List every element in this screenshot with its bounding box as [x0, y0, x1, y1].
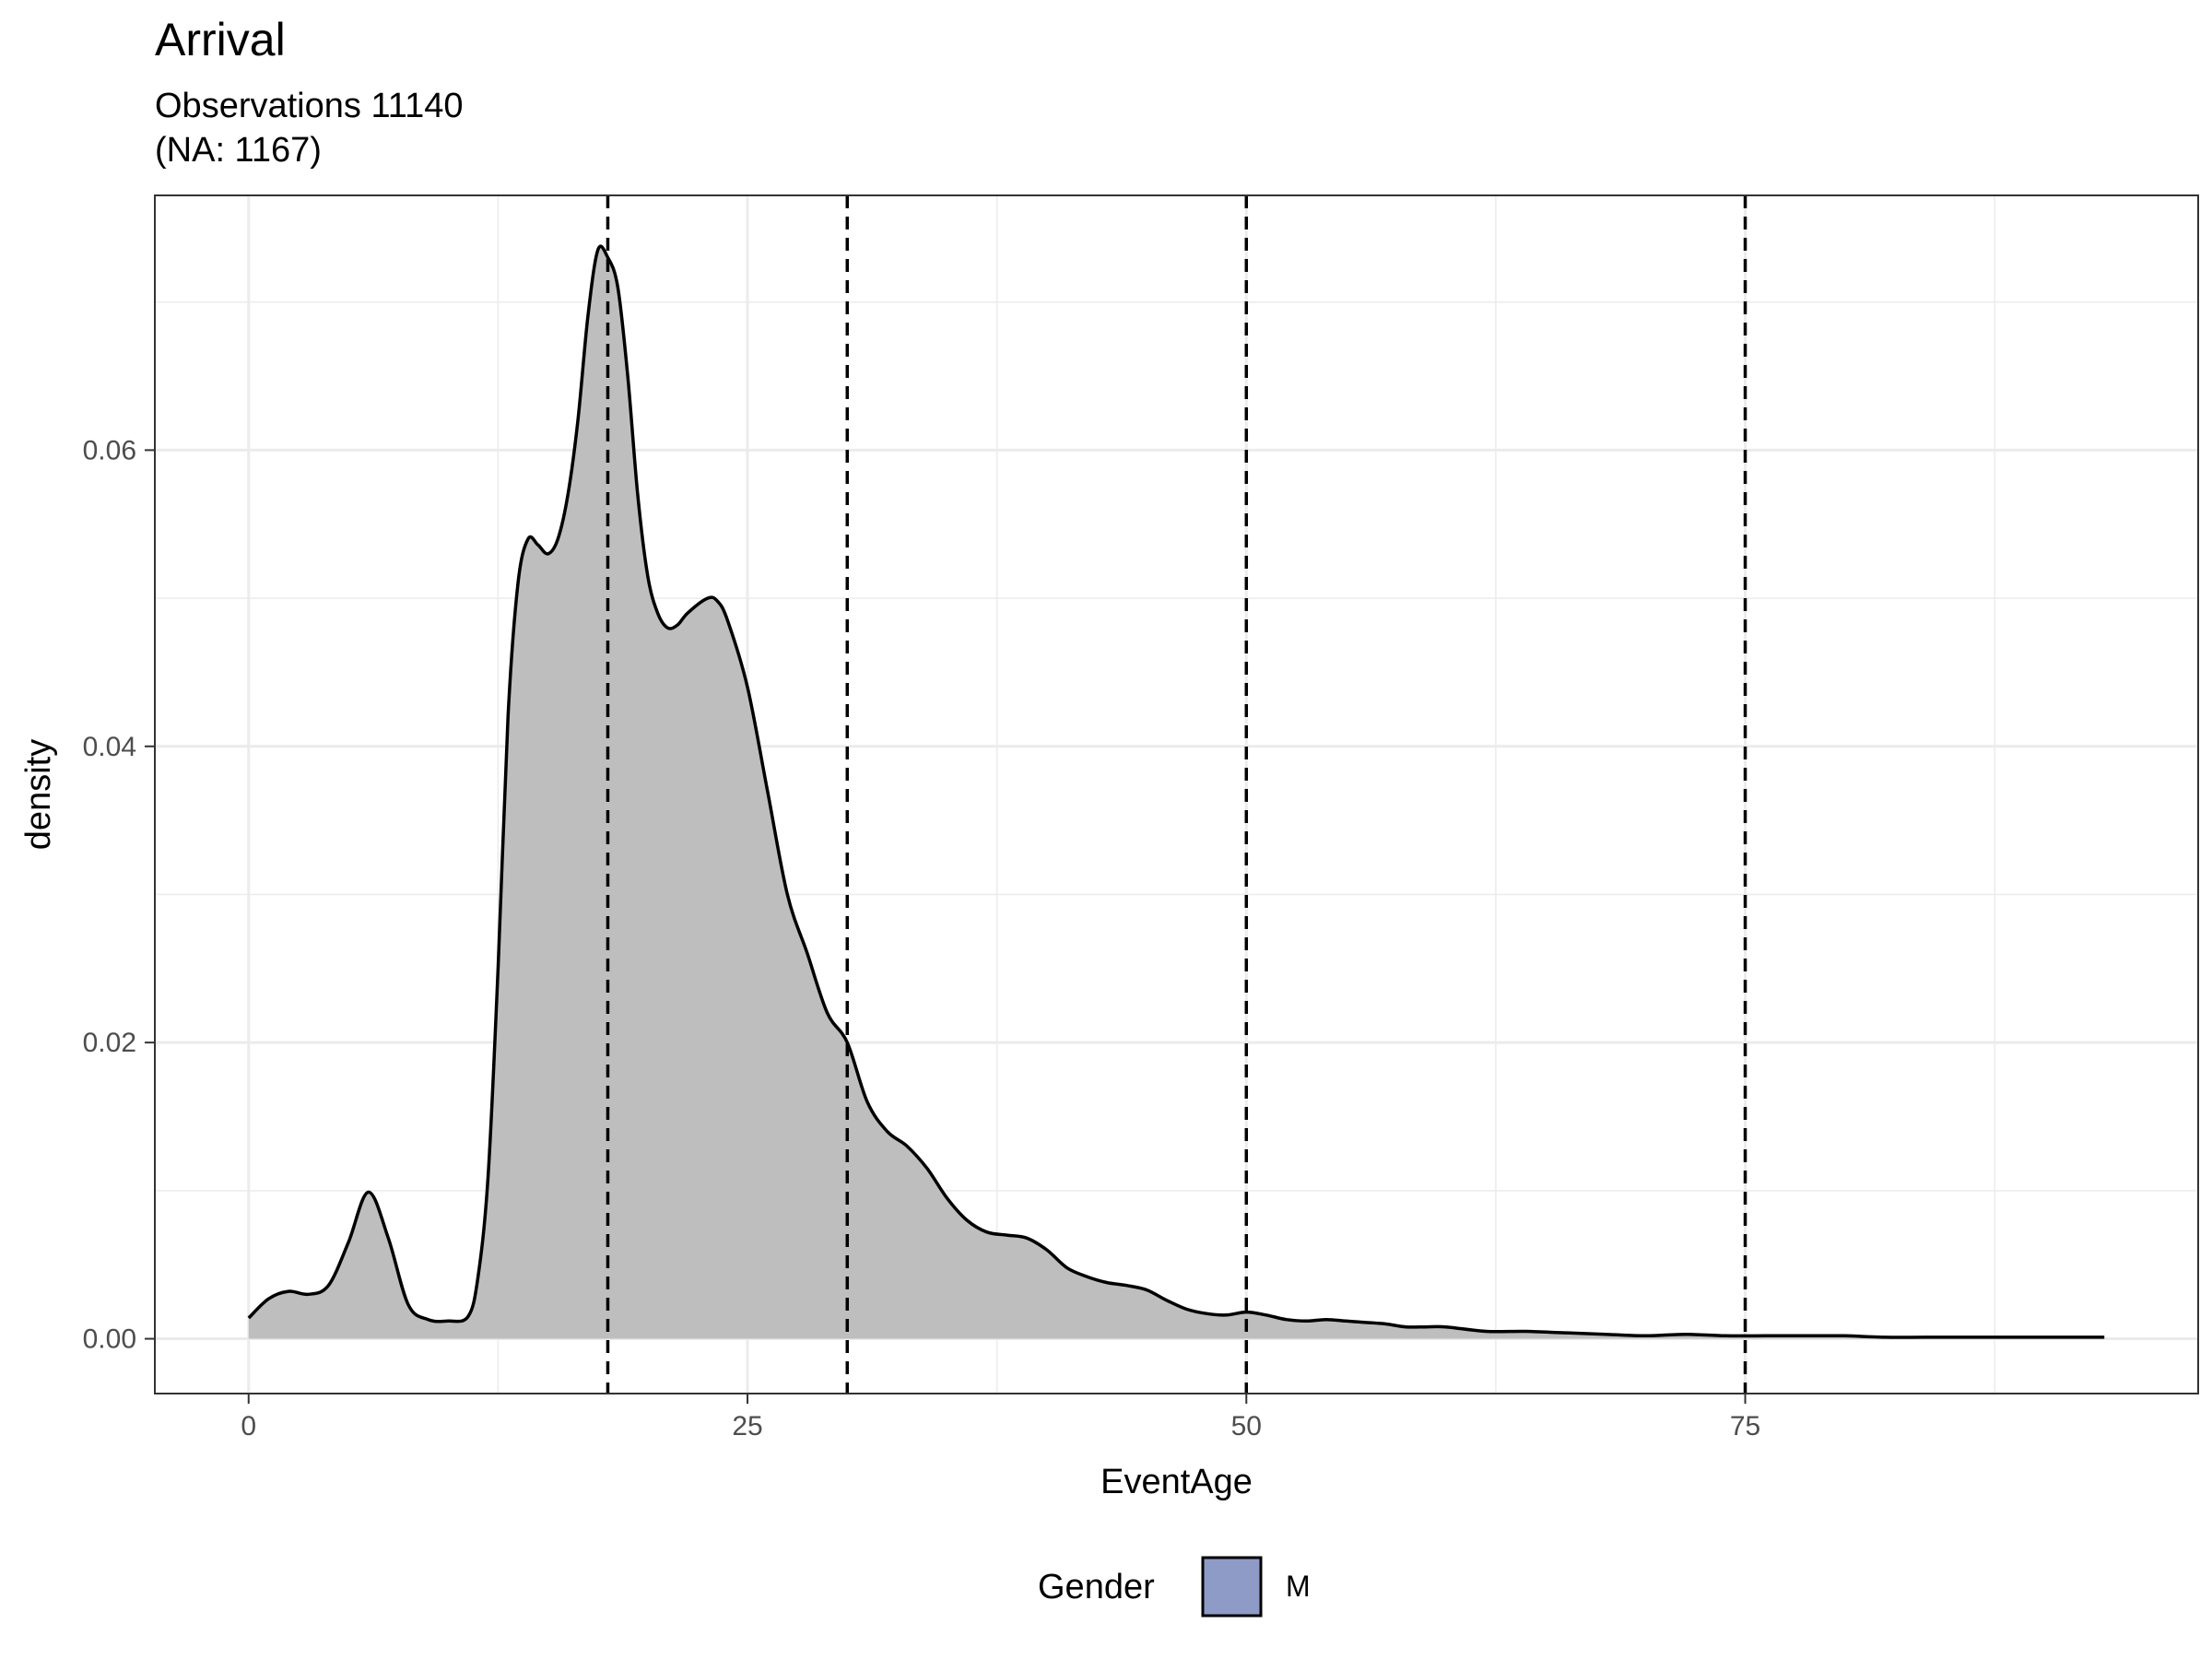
y-tick-label: 0.04	[83, 732, 136, 762]
plot-background	[155, 195, 2198, 1394]
plot-border	[154, 194, 2199, 1394]
x-tick-label: 50	[1231, 1411, 1262, 1441]
chart-title: Arrival	[155, 14, 286, 65]
x-tick-label: 25	[732, 1411, 762, 1441]
legend-title: Gender	[1038, 1568, 1155, 1606]
y-tick-label: 0.02	[83, 1028, 136, 1058]
x-tick-label: 75	[1730, 1411, 1760, 1441]
legend-label-m: M	[1286, 1570, 1311, 1603]
y-axis-title: density	[19, 739, 58, 850]
density-area	[248, 246, 2105, 1339]
y-tick-label: 0.00	[83, 1324, 136, 1355]
legend: Gender M	[1038, 1556, 1311, 1618]
chart-subtitle-line-1: Observations 11140	[155, 87, 463, 125]
x-axis-title: EventAge	[1100, 1463, 1253, 1501]
plot-area: 0 25 50 75 0.00 0.02 0.04 0.06	[83, 194, 2199, 1441]
density-line	[247, 244, 2105, 1339]
legend-key-m	[1201, 1556, 1263, 1618]
y-tick-label: 0.06	[83, 435, 136, 465]
x-tick-label: 0	[241, 1411, 256, 1441]
chart-subtitle-line-2: (NA: 1167)	[155, 131, 322, 170]
